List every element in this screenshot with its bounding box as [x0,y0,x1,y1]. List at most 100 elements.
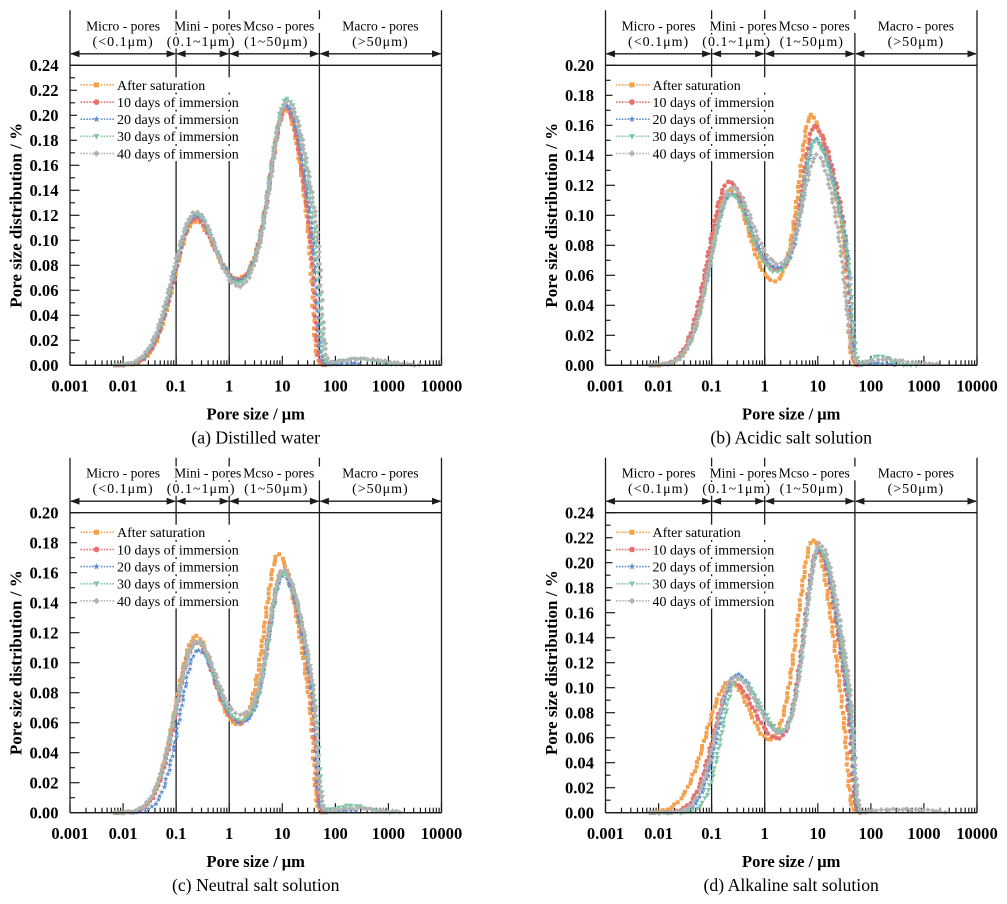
svg-text:0.1: 0.1 [166,824,187,843]
svg-text:0.08: 0.08 [565,703,594,722]
svg-text:(<0.1μm): (<0.1μm) [628,35,689,50]
svg-text:Pore size distribution / %: Pore size distribution / % [7,570,26,755]
svg-text:40 days of immersion: 40 days of immersion [653,147,775,162]
svg-text:Macro - pores: Macro - pores [342,466,418,481]
svg-text:Mini - pores: Mini - pores [174,466,241,481]
svg-text:(0.1~1μm): (0.1~1μm) [167,35,236,50]
svg-text:(>50μm): (>50μm) [888,482,945,497]
svg-text:0.16: 0.16 [29,156,58,175]
svg-text:(0.1~1μm): (0.1~1μm) [167,482,236,497]
svg-text:Pore size / μm: Pore size / μm [742,852,841,871]
svg-text:Micro - pores: Micro - pores [86,18,160,33]
svg-text:Pore size / μm: Pore size / μm [207,852,306,871]
svg-text:10000: 10000 [956,824,997,843]
svg-text:After saturation: After saturation [653,79,741,94]
svg-text:(c) Neutral salt solution: (c) Neutral salt solution [172,875,340,895]
svg-text:0.10: 0.10 [29,653,58,672]
svg-text:0.01: 0.01 [644,824,673,843]
svg-text:10 days of immersion: 10 days of immersion [117,543,239,558]
svg-text:0.001: 0.001 [587,377,624,396]
svg-text:30 days of immersion: 30 days of immersion [653,130,775,145]
svg-text:Micro - pores: Micro - pores [622,18,696,33]
svg-text:Macro - pores: Macro - pores [878,466,954,481]
svg-text:0.06: 0.06 [29,713,58,732]
svg-text:100: 100 [323,377,348,396]
svg-text:Micro - pores: Micro - pores [86,466,160,481]
svg-text:0.001: 0.001 [51,377,88,396]
svg-text:0.16: 0.16 [29,563,58,582]
svg-text:0.10: 0.10 [29,231,58,250]
svg-text:0.00: 0.00 [29,356,58,375]
svg-text:0.08: 0.08 [29,256,58,275]
svg-text:10: 10 [274,377,291,396]
svg-text:(b) Acidic salt solution: (b) Acidic salt solution [710,428,872,448]
svg-text:20 days of immersion: 20 days of immersion [117,561,239,576]
svg-text:Mcso - pores: Mcso - pores [243,466,314,481]
svg-text:0.08: 0.08 [29,683,58,702]
svg-text:0.20: 0.20 [29,106,58,125]
svg-text:0.06: 0.06 [565,728,594,747]
svg-text:Micro - pores: Micro - pores [622,466,696,481]
svg-text:10: 10 [810,824,827,843]
svg-text:30 days of immersion: 30 days of immersion [653,578,775,593]
svg-text:(a) Distilled water: (a) Distilled water [191,428,320,448]
svg-text:0.02: 0.02 [565,326,594,345]
svg-text:10000: 10000 [421,377,462,396]
svg-text:0.14: 0.14 [29,181,58,200]
svg-text:0.04: 0.04 [29,306,58,325]
svg-text:0.1: 0.1 [166,377,187,396]
svg-text:Macro - pores: Macro - pores [342,18,418,33]
svg-text:0.10: 0.10 [565,678,594,697]
svg-text:0.20: 0.20 [29,503,58,522]
svg-text:40 days of immersion: 40 days of immersion [117,595,239,610]
svg-text:10: 10 [810,377,827,396]
svg-text:40 days of immersion: 40 days of immersion [117,147,239,162]
svg-text:0.24: 0.24 [565,503,594,522]
svg-text:0.06: 0.06 [29,281,58,300]
svg-text:0.24: 0.24 [29,56,58,75]
svg-text:1: 1 [761,377,769,396]
svg-text:(<0.1μm): (<0.1μm) [628,482,689,497]
svg-text:0.08: 0.08 [565,236,594,255]
svg-text:0.06: 0.06 [565,266,594,285]
svg-text:1000: 1000 [372,824,405,843]
svg-text:0.001: 0.001 [51,824,88,843]
svg-text:Mcso - pores: Mcso - pores [779,18,850,33]
svg-text:10: 10 [274,824,291,843]
svg-text:0.20: 0.20 [565,553,594,572]
svg-text:(1~50μm): (1~50μm) [780,482,844,497]
svg-text:1000: 1000 [907,824,940,843]
svg-text:Mcso - pores: Mcso - pores [243,18,314,33]
svg-text:10000: 10000 [421,824,462,843]
svg-text:0.1: 0.1 [701,824,722,843]
svg-text:(0.1~1μm): (0.1~1μm) [702,482,771,497]
svg-text:(<0.1μm): (<0.1μm) [93,482,154,497]
svg-text:(>50μm): (>50μm) [888,35,945,50]
svg-text:1000: 1000 [907,377,940,396]
svg-text:100: 100 [858,824,883,843]
svg-text:(d) Alkaline salt solution: (d) Alkaline salt solution [704,875,880,895]
svg-text:(<0.1μm): (<0.1μm) [93,35,154,50]
svg-text:30 days of immersion: 30 days of immersion [117,578,239,593]
svg-text:0.001: 0.001 [587,824,624,843]
svg-text:0.12: 0.12 [565,176,594,195]
svg-text:0.04: 0.04 [565,296,594,315]
svg-text:1000: 1000 [372,377,405,396]
svg-text:0.02: 0.02 [565,778,594,797]
svg-text:0.04: 0.04 [29,743,58,762]
svg-text:0.04: 0.04 [565,753,594,772]
svg-text:100: 100 [858,377,883,396]
svg-text:After saturation: After saturation [117,526,205,541]
svg-text:0.01: 0.01 [109,824,138,843]
svg-text:Mini - pores: Mini - pores [710,18,777,33]
svg-text:0.10: 0.10 [565,206,594,225]
svg-text:1: 1 [225,377,233,396]
svg-text:0.22: 0.22 [565,528,594,547]
svg-text:0.00: 0.00 [565,356,594,375]
svg-text:20 days of immersion: 20 days of immersion [117,113,239,128]
svg-text:40 days of immersion: 40 days of immersion [653,595,775,610]
svg-text:0.12: 0.12 [29,206,58,225]
svg-text:1: 1 [761,824,769,843]
svg-text:0.12: 0.12 [29,623,58,642]
svg-text:Pore size distribution / %: Pore size distribution / % [542,123,561,308]
